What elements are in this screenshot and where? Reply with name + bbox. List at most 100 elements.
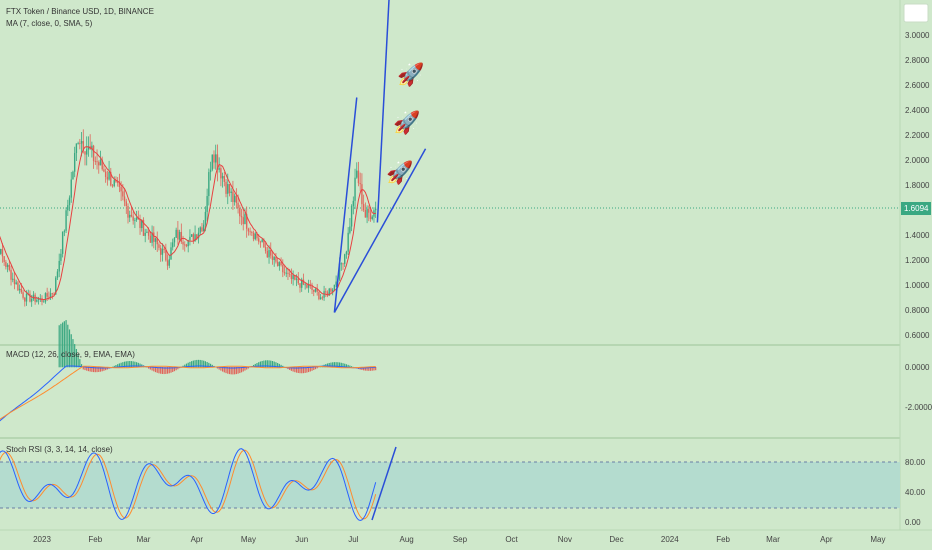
macd-bar — [228, 367, 231, 375]
price-axis[interactable]: 3.0000 2.8000 2.6000 2.4000 2.2000 2.0000 1.80… — [905, 31, 930, 340]
macd-bar — [225, 367, 227, 374]
candle-body — [118, 183, 121, 188]
candle-body — [340, 263, 342, 265]
candle-body — [213, 154, 215, 163]
candle-body — [366, 208, 368, 218]
candle-body — [268, 250, 270, 258]
macd-bar — [148, 367, 150, 369]
trendline[interactable] — [333, 148, 427, 313]
macd-bar — [175, 367, 177, 371]
candle-body — [319, 297, 322, 300]
candle-body — [142, 219, 145, 236]
candle-body — [41, 298, 43, 302]
candle-body — [304, 284, 306, 286]
macd-bar — [254, 363, 256, 368]
macd-bar — [301, 367, 303, 374]
macd-axis[interactable]: 0.0000 -2.0000 — [905, 363, 932, 412]
trendline[interactable] — [376, 0, 390, 223]
macd-bar — [270, 360, 272, 368]
candle-body — [22, 292, 24, 298]
macd-signal-line — [0, 365, 376, 420]
time-tick-label: Feb — [88, 535, 102, 544]
macd-bar — [163, 367, 165, 375]
candle-body — [242, 217, 244, 225]
candle-body — [55, 277, 57, 295]
macd-bar — [117, 364, 119, 368]
candle-body — [328, 288, 330, 296]
time-tick-label: Dec — [609, 535, 623, 544]
macd-bar — [338, 362, 341, 368]
candle-body — [288, 273, 291, 275]
macd-bar — [211, 364, 213, 368]
candle-body — [82, 141, 84, 152]
time-tick-label: Jun — [295, 535, 308, 544]
macd-indicator-label: MACD (12, 26, close, 9, EMA, EMA) — [6, 350, 135, 359]
candle-body — [218, 168, 220, 170]
candle-body — [70, 179, 72, 198]
macd-bar — [258, 362, 260, 368]
candle-body — [72, 171, 74, 180]
macd-bar — [82, 367, 84, 370]
candle-body — [330, 288, 332, 292]
price-tick-label: 1.2000 — [905, 256, 930, 265]
candle-body — [180, 231, 183, 242]
candle-body — [134, 219, 136, 221]
candle-body — [359, 183, 361, 185]
price-tick-label: 2.6000 — [905, 81, 930, 90]
stoch-axis[interactable]: 80.00 40.00 0.00 — [905, 458, 926, 527]
trendlines[interactable] — [333, 0, 427, 313]
candle-body — [223, 176, 226, 182]
candle-body — [211, 154, 213, 170]
macd-bar — [65, 320, 67, 368]
macd-bar — [96, 367, 98, 373]
candle-body — [228, 184, 231, 193]
macd-bar — [223, 367, 225, 373]
time-axis[interactable]: 2023 Feb Mar Apr May Jun Jul Aug Sep Oct Nov Dec 202… — [33, 535, 885, 544]
candle-body — [6, 264, 9, 267]
candle-body — [251, 232, 253, 233]
top-right-button[interactable] — [903, 3, 929, 23]
candle-body — [24, 297, 26, 302]
macd-bar — [153, 367, 155, 372]
macd-bar — [86, 367, 88, 371]
stoch-trendline[interactable] — [371, 446, 397, 521]
candle-body — [270, 250, 272, 256]
macd-bar — [165, 367, 167, 374]
time-tick-label: 2024 — [661, 535, 679, 544]
candle-body — [32, 294, 35, 299]
macd-bar — [246, 367, 248, 370]
time-tick-label: Apr — [191, 535, 204, 544]
candle-body — [99, 159, 102, 166]
macd-bar — [77, 354, 79, 368]
trendline[interactable] — [333, 97, 358, 313]
time-tick-label: May — [241, 535, 256, 544]
macd-bar — [67, 324, 69, 368]
candle-body — [168, 259, 170, 266]
macd-bar — [316, 367, 318, 369]
macd-bar — [363, 367, 365, 371]
macd-bar — [189, 361, 191, 368]
macd-bar — [244, 367, 246, 371]
candle-body — [5, 261, 7, 267]
candle-body — [73, 152, 76, 172]
macd-bar — [371, 367, 373, 371]
candle-body — [172, 242, 174, 248]
candle-body — [156, 238, 158, 245]
candle-body — [357, 170, 360, 184]
candle-body — [374, 208, 377, 211]
rocket-annotations[interactable]: 🚀 🚀 🚀 — [386, 62, 424, 186]
current-price-badge — [901, 202, 931, 215]
macd-bar — [313, 367, 315, 371]
stoch-band — [0, 462, 900, 508]
macd-bar — [137, 362, 139, 368]
candle-body — [369, 212, 372, 220]
macd-bar — [80, 364, 83, 368]
candle-body — [67, 205, 69, 211]
candle-body — [37, 299, 40, 300]
macd-bar — [70, 334, 72, 368]
candle-body — [362, 204, 365, 211]
candle-body — [297, 278, 299, 284]
macd-bar — [351, 366, 353, 368]
macd-bar — [103, 367, 105, 371]
